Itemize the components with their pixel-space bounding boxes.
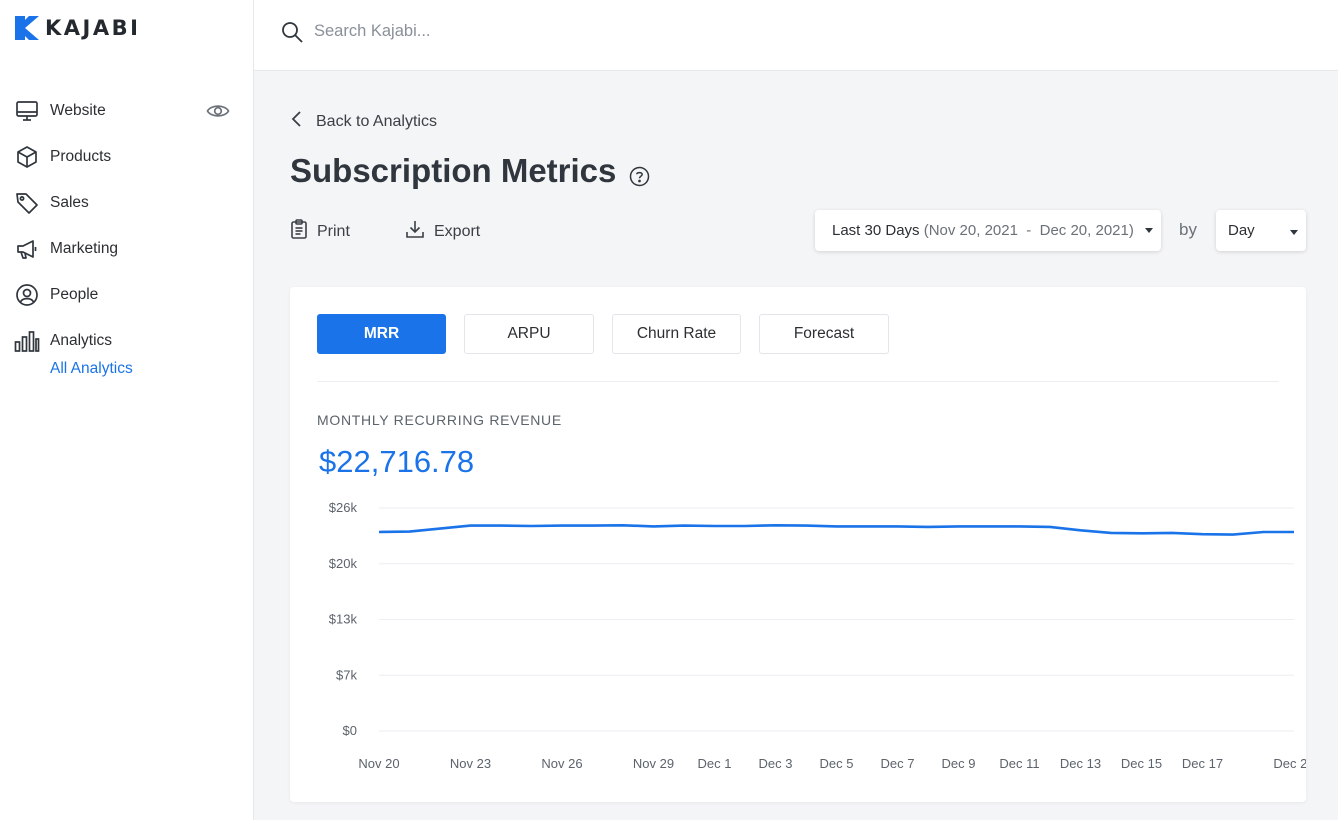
sidebar-item-label: People <box>50 286 99 303</box>
sidebar-item-marketing[interactable]: Marketing <box>14 234 240 264</box>
sidebar-item-sales[interactable]: Sales <box>14 188 240 218</box>
sidebar-item-label: Marketing <box>50 240 119 257</box>
date-range-dates: (Nov 20, 2021 - Dec 20, 2021) <box>923 222 1134 239</box>
y-tick-label: $13k <box>329 612 358 627</box>
monitor-icon <box>14 98 40 124</box>
x-tick-label: Dec 13 <box>1060 756 1101 771</box>
export-button[interactable]: Export <box>405 219 480 244</box>
x-tick-label: Dec 9 <box>942 756 976 771</box>
box-icon <box>14 144 40 170</box>
granularity-select[interactable]: Day <box>1216 210 1306 251</box>
back-to-analytics-link[interactable]: Back to Analytics <box>290 110 437 133</box>
tab-churn-rate[interactable]: Churn Rate <box>612 314 741 354</box>
sidebar-item-label: Website <box>50 102 106 119</box>
sidebar-item-people[interactable]: People <box>14 280 240 310</box>
metrics-card: MRR ARPU Churn Rate Forecast MONTHLY REC… <box>290 287 1306 802</box>
back-link-label: Back to Analytics <box>316 112 437 130</box>
print-label: Print <box>317 222 350 240</box>
sidebar-item-website[interactable]: Website <box>14 96 240 126</box>
mrr-series-line <box>378 524 1294 536</box>
x-tick-label: Dec 11 <box>999 756 1039 771</box>
eye-icon[interactable] <box>206 99 230 128</box>
x-tick-label: Nov 20 <box>358 756 399 771</box>
kajabi-logo-icon <box>15 16 39 40</box>
chevron-left-icon <box>290 110 304 133</box>
mrr-line-chart: $0 $7k $13k $20k $26k Nov 20 Nov 23 Nov 26 Nov 2… <box>329 500 1306 771</box>
download-icon <box>405 219 425 244</box>
sidebar: KAJABI Website Products Sales <box>0 0 254 820</box>
x-tick-label: Dec 15 <box>1121 756 1162 771</box>
x-tick-label: Dec 5 <box>820 756 854 771</box>
y-tick-label: $0 <box>343 723 357 738</box>
y-tick-label: $20k <box>329 556 358 571</box>
print-button[interactable]: Print <box>290 219 350 244</box>
user-circle-icon <box>14 282 40 308</box>
search-input[interactable] <box>314 18 814 44</box>
sidebar-item-products[interactable]: Products <box>14 142 240 172</box>
top-bar <box>254 0 1338 71</box>
bar-chart-icon <box>14 328 40 354</box>
x-tick-label: Nov 23 <box>450 756 491 771</box>
metric-label: MONTHLY RECURRING REVENUE <box>317 412 562 428</box>
sidebar-nav: Website Products Sales Marketing <box>14 96 240 378</box>
y-tick-label: $26k <box>329 500 358 515</box>
tab-arpu[interactable]: ARPU <box>464 314 594 354</box>
tag-icon <box>14 190 40 216</box>
caret-down-icon <box>1290 230 1298 235</box>
sidebar-item-label: Products <box>50 148 112 165</box>
x-tick-label: Dec 7 <box>881 756 915 771</box>
export-label: Export <box>434 222 481 240</box>
sidebar-item-analytics[interactable]: Analytics <box>14 326 240 356</box>
x-tick-label: Dec 3 <box>759 756 793 771</box>
date-range-label: Last 30 Days <box>832 222 920 239</box>
caret-down-icon <box>1145 228 1153 233</box>
granularity-value: Day <box>1228 222 1255 239</box>
brand-name: KAJABI <box>45 16 141 40</box>
tab-mrr[interactable]: MRR <box>317 314 446 354</box>
by-label: by <box>1179 220 1197 239</box>
x-tick-label: Dec 17 <box>1182 756 1223 771</box>
divider <box>317 381 1279 382</box>
date-range-select[interactable]: Last 30 Days (Nov 20, 2021 - Dec 20, 202… <box>815 210 1161 251</box>
x-tick-label: Nov 29 <box>633 756 674 771</box>
megaphone-icon <box>14 236 40 262</box>
sidebar-item-label: Analytics <box>50 332 113 349</box>
page-title: Subscription Metrics <box>290 152 617 189</box>
x-tick-label: Dec 1 <box>698 756 732 771</box>
tab-forecast[interactable]: Forecast <box>759 314 889 354</box>
y-tick-label: $7k <box>336 667 357 682</box>
clipboard-icon <box>290 219 308 244</box>
x-tick-label: Dec 20 <box>1273 756 1306 771</box>
sidebar-item-label: Sales <box>50 194 89 211</box>
kajabi-logo[interactable]: KAJABI <box>15 16 140 40</box>
sidebar-subitem-all-analytics[interactable]: All Analytics <box>50 360 133 377</box>
x-tick-label: Nov 26 <box>541 756 582 771</box>
metric-value: $22,716.78 <box>319 444 475 479</box>
help-icon[interactable] <box>629 166 650 192</box>
search-icon <box>280 20 304 49</box>
